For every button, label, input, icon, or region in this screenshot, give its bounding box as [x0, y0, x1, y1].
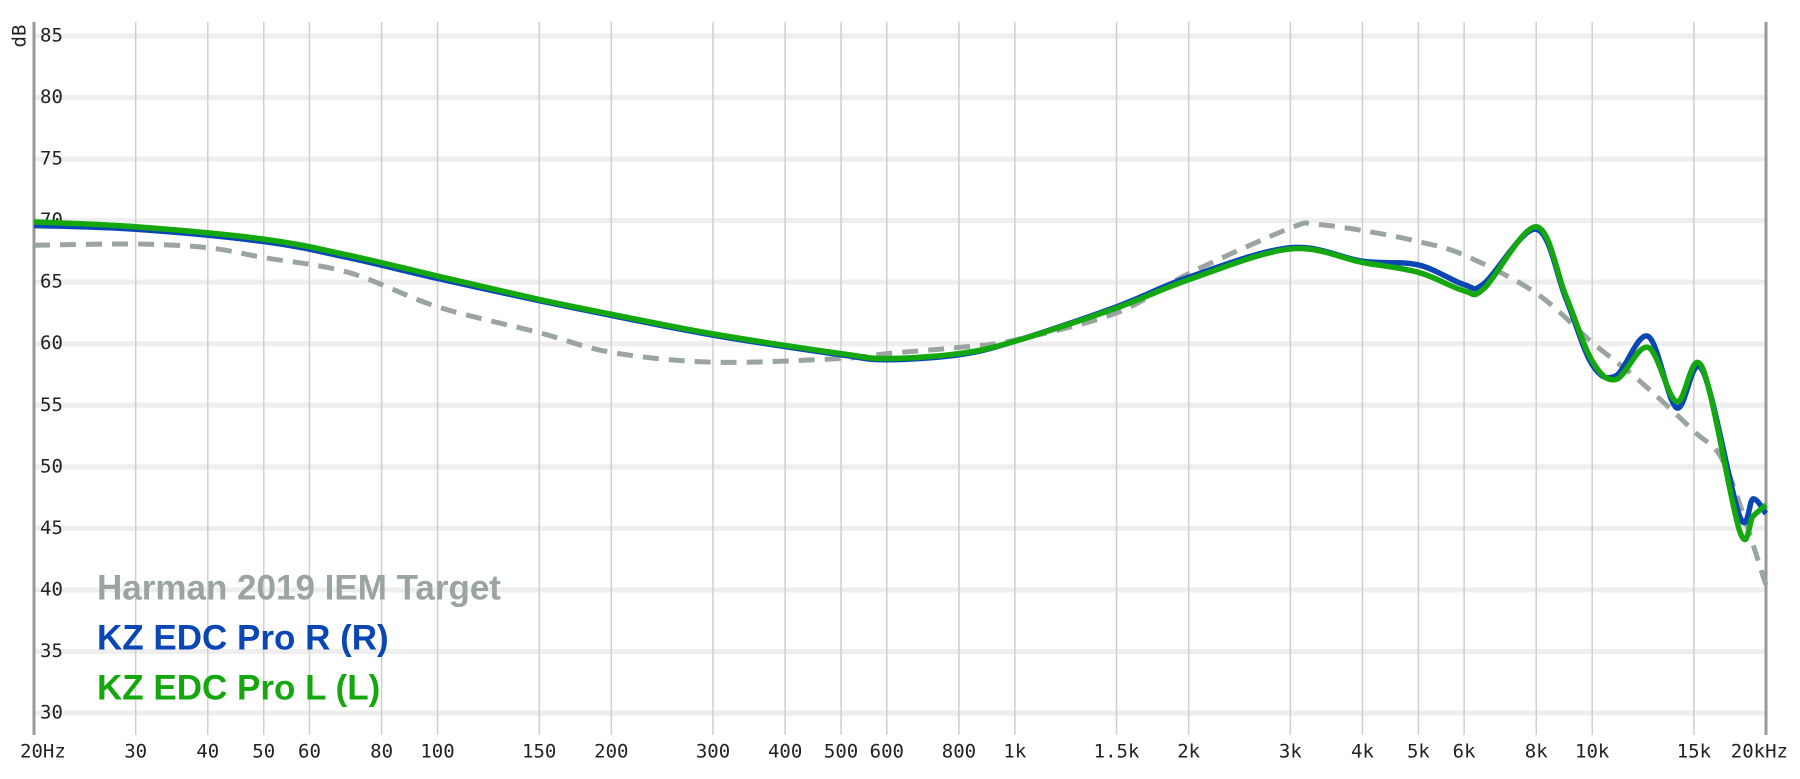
x-tick-label: 30 [124, 741, 147, 763]
x-tick-label: 500 [824, 741, 858, 763]
x-tick-label: 40 [196, 741, 219, 763]
x-tick-label: 20kHz [1731, 741, 1788, 763]
x-tick-label: 20Hz [20, 741, 66, 763]
legend-entry: KZ EDC Pro L (L) [97, 668, 380, 707]
x-tick-label: 80 [370, 741, 393, 763]
y-tick-label: 80 [40, 86, 63, 108]
x-tick-label: 200 [594, 741, 628, 763]
y-tick-label: 75 [40, 148, 63, 170]
x-tick-label: 1k [1003, 741, 1026, 763]
legend-entry: Harman 2019 IEM Target [97, 568, 501, 607]
x-tick-label: 800 [942, 741, 976, 763]
y-tick-label: 30 [40, 702, 63, 724]
x-tick-label: 150 [522, 741, 556, 763]
legend-entry: KZ EDC Pro R (R) [97, 618, 389, 657]
x-tick-label: 5k [1407, 741, 1430, 763]
series-line [33, 222, 1769, 526]
x-tick-label: 300 [696, 741, 730, 763]
x-tick-label: 3k [1279, 741, 1302, 763]
x-tick-label: 8k [1525, 741, 1548, 763]
x-tick-label: 15k [1677, 741, 1712, 763]
x-tick-label: 600 [870, 741, 904, 763]
x-tick-label: 6k [1453, 741, 1476, 763]
x-tick-label: 10k [1575, 741, 1610, 763]
x-tick-label: 2k [1177, 741, 1200, 763]
y-axis-label: dB [9, 25, 31, 48]
x-tick-label: 50 [252, 741, 275, 763]
x-tick-label: 100 [420, 741, 454, 763]
y-tick-label: 45 [40, 517, 63, 539]
y-tick-label: 60 [40, 332, 63, 354]
x-tick-label: 1.5k [1094, 741, 1140, 763]
y-tick-label: 50 [40, 455, 63, 477]
y-tick-label: 55 [40, 394, 63, 416]
y-tick-label: 40 [40, 578, 63, 600]
y-tick-label: 85 [40, 25, 63, 47]
x-tick-label: 4k [1351, 741, 1374, 763]
y-tick-label: 65 [40, 271, 63, 293]
y-tick-label: 35 [40, 640, 63, 662]
series-line [33, 219, 1768, 543]
x-tick-label: 60 [298, 741, 321, 763]
x-tick-label: 400 [768, 741, 802, 763]
